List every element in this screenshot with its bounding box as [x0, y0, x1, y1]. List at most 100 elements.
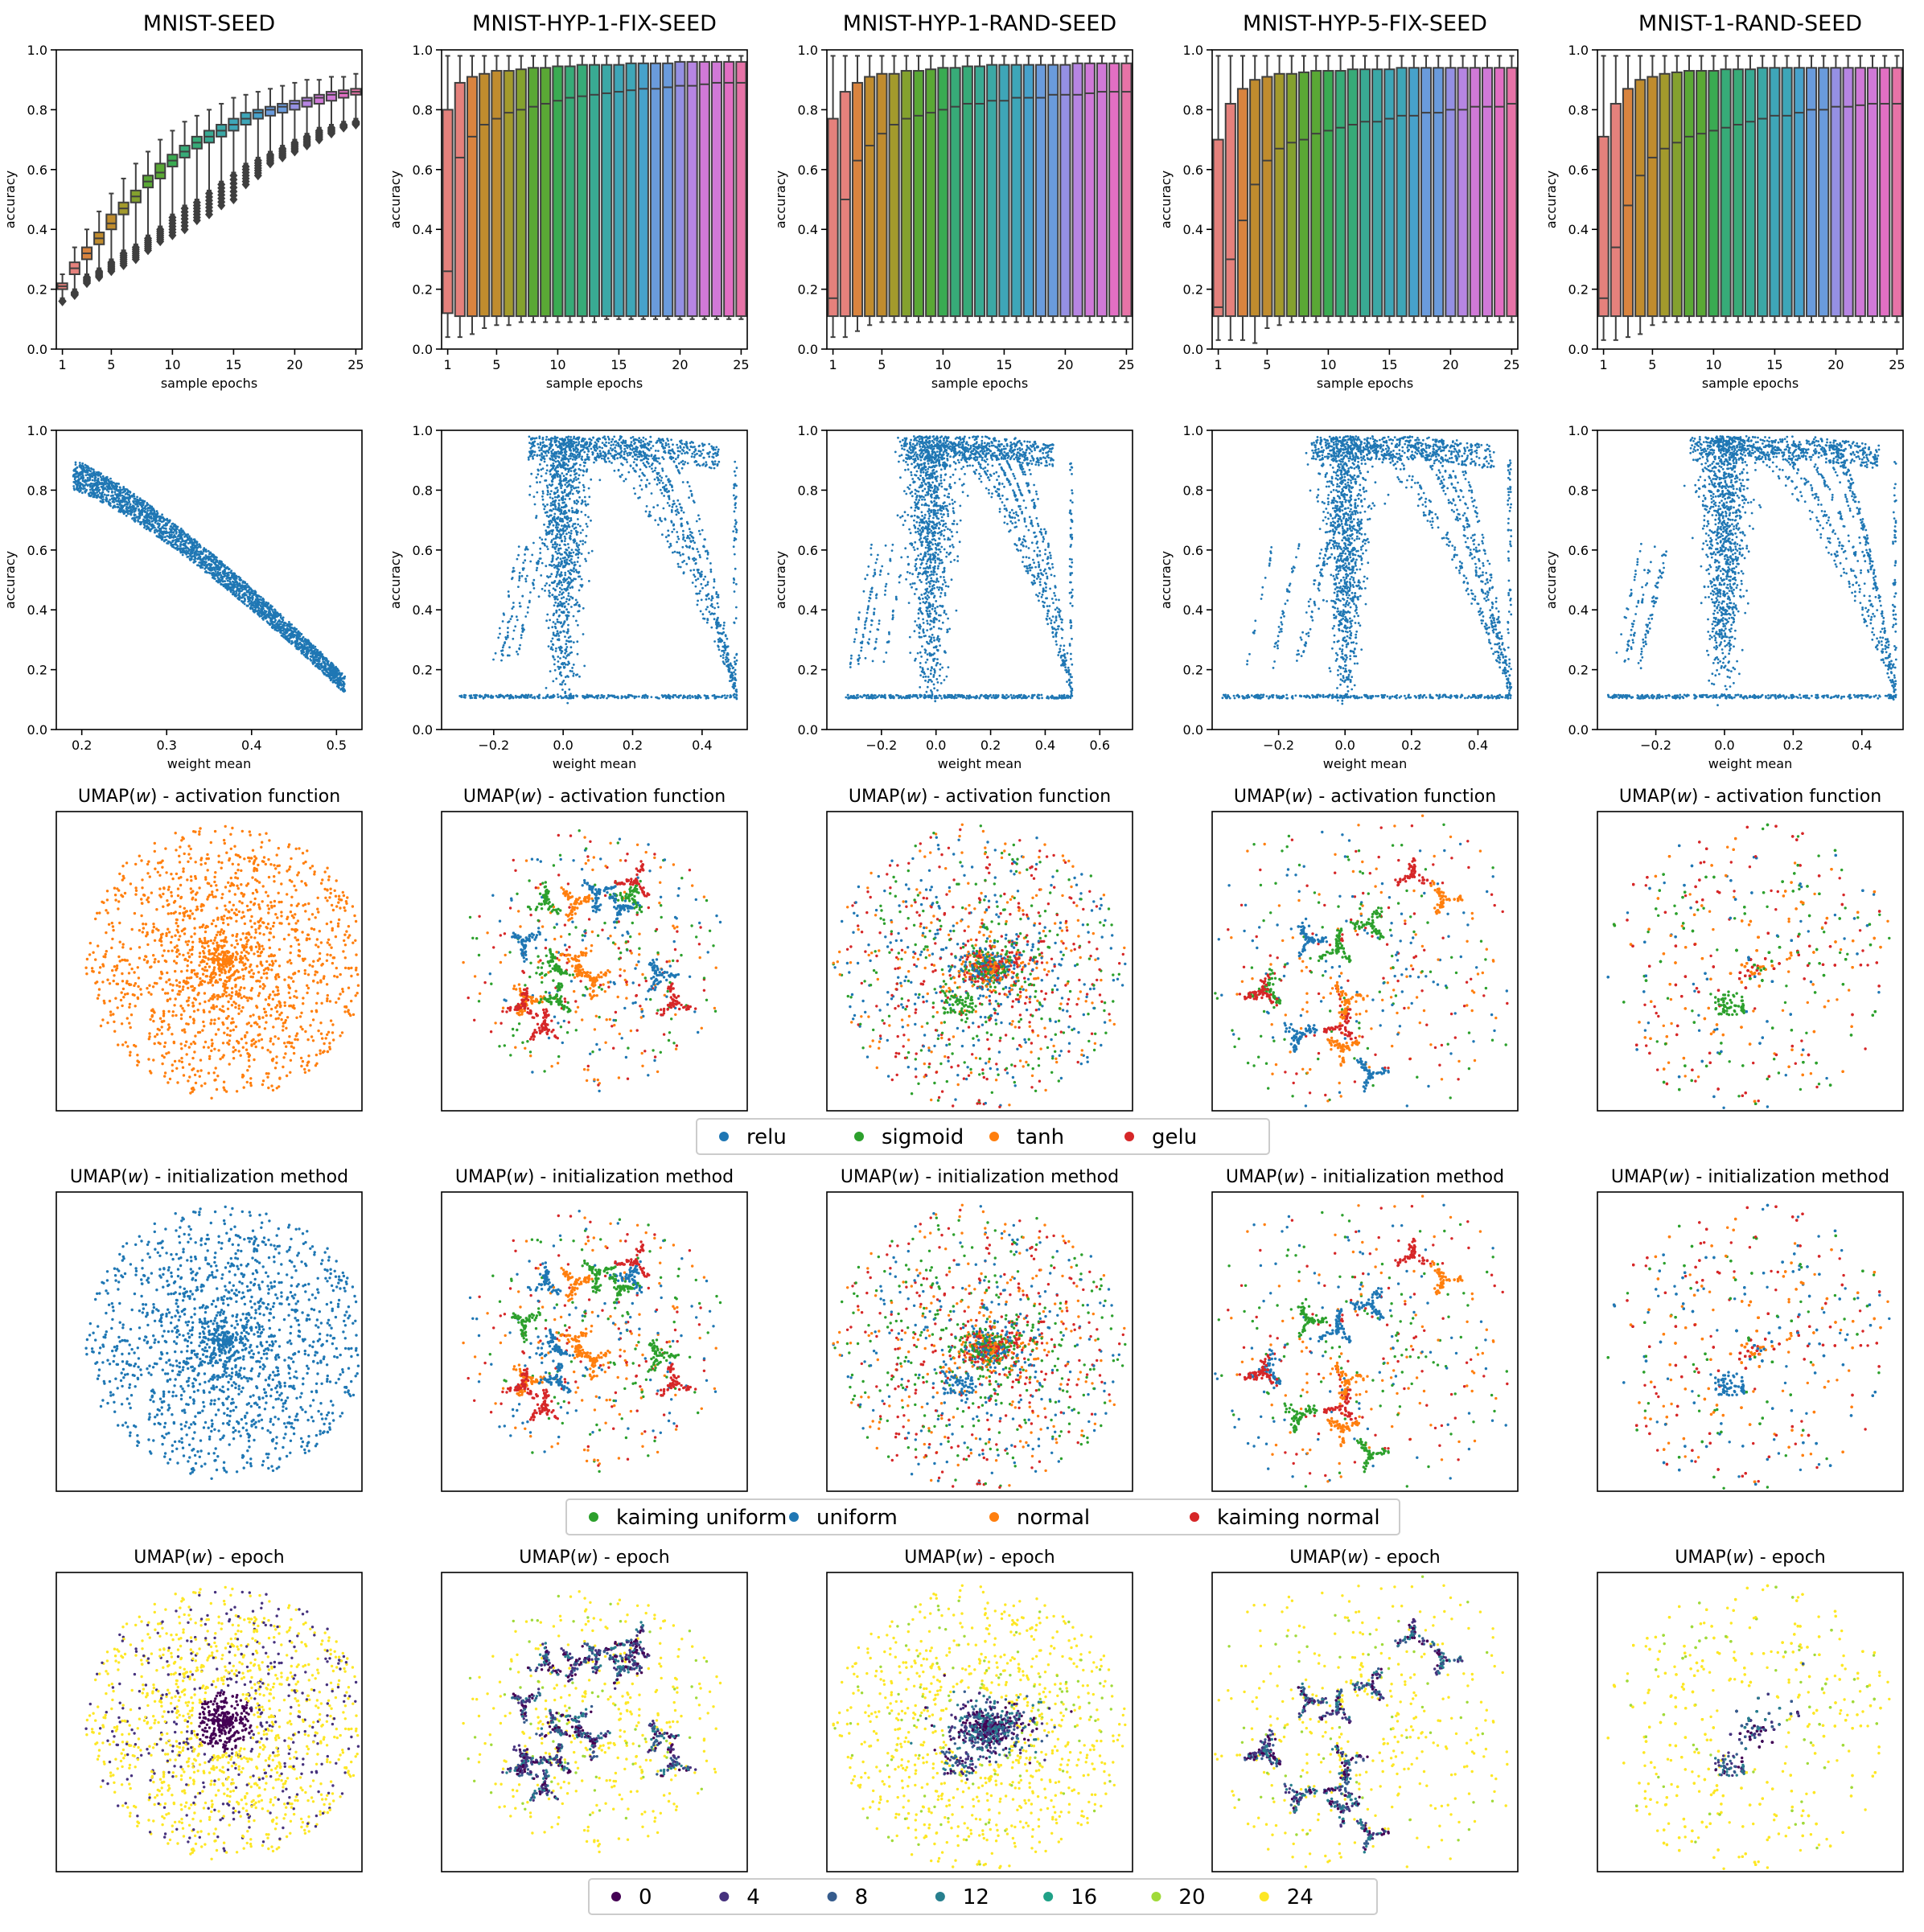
y-axis-label: accuracy: [2, 171, 18, 228]
box: [649, 62, 662, 318]
scatter-point: [586, 525, 589, 528]
scatter-point: [561, 532, 565, 535]
x-tick-label: 1: [444, 357, 452, 372]
scatter-point: [182, 533, 184, 536]
box: [827, 117, 839, 318]
scatter-point: [254, 602, 257, 606]
scatter-point: [157, 522, 159, 524]
scatter-point: [549, 670, 552, 672]
scatter-point: [569, 486, 573, 489]
scatter-point: [217, 568, 220, 570]
scatter-point: [76, 483, 79, 486]
box: [1285, 72, 1297, 318]
scatter-point: [549, 493, 552, 495]
scatter-point: [553, 520, 557, 523]
x-tick-label: 5: [1648, 357, 1656, 372]
outlier-point: [119, 248, 128, 258]
y-tick-label: 0.6: [1183, 162, 1203, 178]
scatter-point: [578, 474, 581, 477]
scatter-point: [271, 625, 274, 627]
scatter-point: [674, 458, 677, 461]
scatter-point: [708, 442, 711, 446]
box: [1457, 67, 1469, 318]
scatter-point: [259, 604, 262, 607]
scatter-point: [96, 496, 98, 499]
scatter-point: [204, 561, 207, 564]
scatter-point: [558, 479, 561, 482]
scatter-point: [185, 541, 187, 544]
scatter-point: [204, 567, 207, 570]
scatter-point: [567, 471, 570, 473]
y-tick-label: 0.8: [27, 102, 47, 117]
scatter-point: [99, 499, 102, 503]
box: [515, 68, 527, 318]
scatter-point: [578, 551, 580, 553]
scatter-point: [226, 573, 229, 576]
scatter-point: [551, 594, 554, 597]
scatter-point: [197, 564, 200, 566]
scatter-point: [179, 547, 182, 550]
scatter-point: [87, 479, 90, 482]
x-tick-label: 5: [107, 357, 115, 372]
box: [277, 102, 289, 114]
scatter-point: [540, 574, 543, 577]
scatter-point: [536, 473, 540, 476]
scatter-point: [146, 519, 150, 521]
scatter-point: [286, 627, 290, 631]
scatter-point: [558, 586, 561, 590]
y-tick-label: 0.8: [27, 483, 47, 498]
scatter-point: [532, 495, 536, 498]
scatter-point: [88, 494, 91, 496]
scatter-point: [275, 615, 278, 619]
scatter-point: [578, 544, 581, 546]
scatter-point: [559, 481, 561, 484]
scatter-point: [220, 564, 223, 567]
x-tick-label: 10: [164, 357, 180, 372]
scatter-point: [208, 551, 212, 554]
scatter-point: [343, 690, 345, 693]
scatter-point: [316, 653, 319, 656]
scatter-point: [541, 467, 545, 470]
x-tick-label: 5: [878, 357, 886, 372]
scatter-point: [92, 494, 96, 497]
y-tick-label: 0.6: [27, 162, 47, 178]
y-axis-label: accuracy: [1158, 171, 1174, 228]
x-tick-label: 25: [347, 357, 364, 372]
scatter-point: [248, 596, 251, 598]
scatter-point: [565, 548, 568, 551]
scatter-point: [151, 512, 154, 515]
outlier-point: [253, 155, 262, 166]
box: [735, 60, 747, 318]
scatter-point: [229, 571, 232, 574]
scatter-point: [111, 498, 114, 500]
scatter-point: [76, 475, 80, 478]
box: [1396, 67, 1408, 318]
x-tick-label: 5: [1263, 357, 1271, 372]
scatter-point: [563, 588, 566, 590]
scatter-point: [115, 495, 118, 497]
scatter-point: [542, 450, 545, 453]
scatter-point: [189, 551, 192, 553]
scatter-point: [570, 488, 573, 491]
scatter-point: [82, 465, 85, 468]
scatter-point: [119, 488, 122, 491]
scatter-point: [561, 588, 563, 591]
scatter-point: [574, 526, 578, 529]
scatter-point: [223, 575, 226, 578]
scatter-point: [83, 469, 86, 471]
scatter-point: [90, 494, 92, 496]
scatter-point: [119, 500, 122, 504]
scatter-point: [556, 598, 559, 601]
scatter-point: [88, 474, 91, 477]
scatter-point: [166, 519, 169, 522]
outlier-point: [107, 257, 116, 268]
scatter-point: [560, 571, 563, 574]
scatter-point: [550, 520, 553, 524]
scatter-point: [216, 576, 220, 579]
scatter-point: [557, 621, 561, 623]
scatter-point: [123, 490, 126, 492]
scatter-point: [569, 535, 572, 538]
y-axis-label: accuracy: [773, 171, 788, 228]
scatter-point: [567, 585, 569, 587]
